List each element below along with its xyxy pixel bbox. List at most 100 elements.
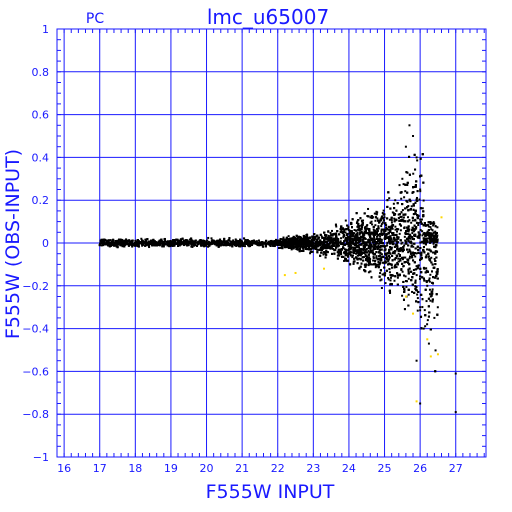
- data-point: [422, 199, 425, 202]
- data-point: [379, 237, 382, 240]
- data-point: [411, 232, 414, 235]
- data-point: [410, 221, 413, 224]
- data-point: [207, 236, 210, 239]
- data-point: [388, 252, 391, 255]
- data-point: [426, 319, 429, 322]
- data-point: [364, 237, 367, 240]
- data-point: [353, 229, 356, 232]
- data-point: [380, 238, 383, 241]
- data-point: [414, 212, 417, 215]
- data-point: [419, 218, 422, 221]
- data-point: [414, 285, 417, 288]
- data-point: [186, 239, 189, 242]
- data-point: [396, 242, 399, 245]
- data-point: [373, 236, 376, 239]
- data-point: [326, 243, 329, 246]
- data-point: [427, 225, 430, 228]
- data-point: [396, 276, 399, 279]
- data-point: [381, 261, 384, 264]
- data-point: [407, 277, 410, 280]
- data-point: [423, 309, 426, 312]
- data-point: [389, 279, 392, 282]
- data-point: [400, 197, 403, 200]
- data-point: [202, 244, 205, 247]
- data-point: [109, 244, 112, 247]
- data-point: [407, 270, 410, 273]
- data-point: [392, 250, 395, 253]
- data-point: [421, 207, 424, 210]
- data-point: [341, 248, 344, 251]
- data-point: [144, 243, 147, 246]
- data-point: [243, 245, 246, 248]
- data-point: [100, 244, 103, 247]
- data-point: [142, 243, 145, 246]
- data-point: [428, 280, 431, 283]
- data-point: [419, 190, 422, 193]
- data-point: [411, 290, 414, 293]
- data-point: [355, 222, 358, 225]
- data-point: [419, 309, 422, 312]
- data-point: [418, 198, 421, 201]
- data-point: [141, 244, 144, 247]
- data-point: [429, 273, 432, 276]
- data-point: [346, 252, 349, 255]
- data-point: [407, 216, 410, 219]
- data-point: [349, 234, 352, 237]
- data-point: [340, 242, 343, 245]
- data-point: [315, 240, 318, 243]
- data-point: [396, 261, 399, 264]
- data-point: [338, 254, 341, 257]
- data-point: [415, 196, 418, 199]
- data-point: [395, 238, 398, 241]
- data-point: [125, 238, 128, 241]
- data-point: [261, 244, 264, 247]
- data-point: [403, 196, 406, 199]
- data-point: [383, 246, 386, 249]
- data-point: [339, 240, 342, 243]
- data-point: [388, 197, 391, 200]
- data-point: [311, 250, 314, 253]
- data-point: [417, 224, 420, 227]
- x-tick-label: 16: [57, 462, 71, 475]
- data-point: [203, 242, 206, 245]
- data-point: [282, 236, 285, 239]
- data-point: [236, 243, 239, 246]
- data-point: [389, 276, 392, 279]
- data-point: [257, 239, 260, 242]
- data-point: [390, 225, 393, 228]
- data-point: [376, 211, 379, 214]
- x-tick-label: 27: [449, 462, 463, 475]
- x-tick-label: 21: [235, 462, 249, 475]
- y-tick-labels: −1−0.8−0.6−0.4−0.200.20.40.60.81: [22, 23, 49, 464]
- data-point: [395, 240, 398, 243]
- data-point: [407, 271, 410, 274]
- data-point: [436, 226, 439, 229]
- data-point: [244, 238, 247, 241]
- data-point: [430, 256, 433, 259]
- data-point: [401, 209, 404, 212]
- data-point: [261, 245, 264, 248]
- data-point: [428, 288, 431, 291]
- data-point: [323, 251, 326, 254]
- data-point: [349, 250, 352, 253]
- data-point: [387, 278, 390, 281]
- data-point: [428, 293, 431, 296]
- data-point: [387, 259, 390, 262]
- data-point: [373, 238, 376, 241]
- data-point: [349, 229, 352, 232]
- data-point: [420, 253, 423, 256]
- data-point: [360, 231, 363, 234]
- data-point: [436, 234, 439, 237]
- data-point: [379, 235, 382, 238]
- y-tick-label: 0.4: [32, 151, 50, 164]
- data-point: [376, 242, 379, 245]
- data-point: [370, 243, 373, 246]
- data-point: [378, 220, 381, 223]
- data-point: [306, 245, 309, 248]
- data-point: [316, 245, 319, 248]
- data-point: [336, 254, 339, 257]
- data-point: [148, 246, 151, 249]
- data-point: [384, 248, 387, 251]
